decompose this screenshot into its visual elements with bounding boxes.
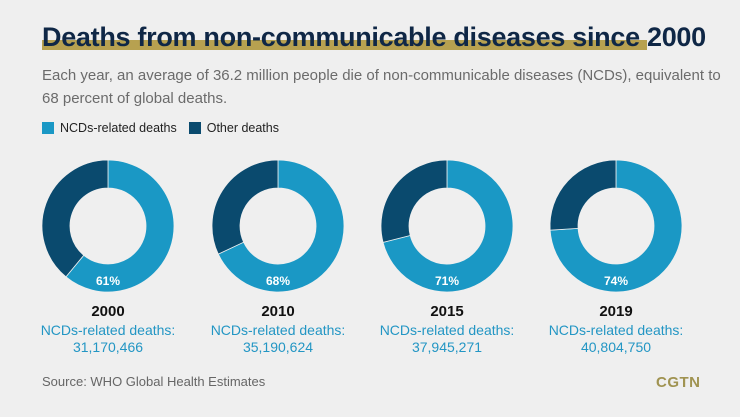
year-label: 2015 (430, 303, 464, 320)
year-label: 2010 (261, 303, 295, 320)
legend-item-ncd: NCDs-related deaths (42, 121, 177, 135)
year-label: 2019 (599, 303, 633, 320)
donut-slice-other-2010 (211, 159, 279, 255)
chart-title: Deaths from non-communicable diseases si… (42, 22, 706, 52)
legend-label: NCDs-related deaths (60, 121, 177, 135)
deaths-value: 37,945,271 (411, 339, 483, 355)
year-label: 2000 (91, 303, 125, 320)
title-underline (42, 40, 647, 50)
legend-label: Other deaths (206, 121, 279, 135)
deaths-caption: NCDs-related deaths: 37,945,271 (362, 322, 532, 356)
percent-label: 71% (435, 274, 459, 288)
donut-slice-ncd-2010 (217, 159, 345, 293)
deaths-value: 40,804,750 (580, 339, 652, 355)
source-note: Source: WHO Global Health Estimates (42, 374, 266, 389)
deaths-value: 31,170,466 (72, 339, 144, 355)
percent-label: 68% (266, 274, 290, 288)
legend-swatch-other (188, 122, 201, 134)
legend-item-other: Other deaths (188, 121, 279, 135)
donut-slice-ncd-2015 (382, 159, 514, 293)
donut-slice-ncd-2019 (549, 159, 683, 293)
caption-label: NCDs-related deaths: (379, 322, 515, 338)
deaths-caption: NCDs-related deaths: 40,804,750 (531, 322, 701, 356)
deaths-caption: NCDs-related deaths: 31,170,466 (23, 322, 193, 356)
caption-label: NCDs-related deaths: (40, 322, 176, 338)
donut-slice-other-2019 (549, 159, 617, 231)
donut-slice-ncd-2000 (65, 159, 175, 293)
donut-slice-other-2000 (41, 159, 109, 278)
cgtn-logo: CGTN (656, 374, 701, 391)
deaths-value: 35,190,624 (242, 339, 314, 355)
percent-label: 61% (96, 274, 120, 288)
percent-label: 74% (604, 274, 628, 288)
deaths-caption: NCDs-related deaths: 35,190,624 (193, 322, 363, 356)
legend: NCDs-related deaths Other deaths (42, 121, 291, 135)
caption-label: NCDs-related deaths: (548, 322, 684, 338)
legend-swatch-ncd (42, 122, 54, 134)
donut-slice-other-2015 (380, 159, 448, 243)
caption-label: NCDs-related deaths: (210, 322, 346, 338)
chart-subtitle: Each year, an average of 36.2 million pe… (42, 67, 721, 107)
